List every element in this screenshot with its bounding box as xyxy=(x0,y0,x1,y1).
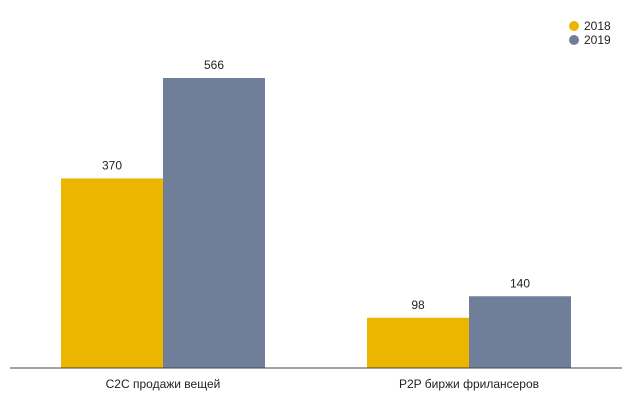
data-labels-layer: 370 566 98 140 xyxy=(102,58,530,312)
category-label-1: P2P биржи фрилансеров xyxy=(399,377,539,391)
legend-label-2018: 2018 xyxy=(584,19,611,33)
category-label-0: C2C продажи вещей xyxy=(106,377,221,391)
legend-swatch-2018 xyxy=(569,21,579,31)
bar-2018-1 xyxy=(367,317,469,368)
bar-2018-0 xyxy=(61,178,163,368)
data-label-2019-1: 140 xyxy=(510,276,530,290)
bar-2019-0 xyxy=(163,77,265,368)
bar-2019-1 xyxy=(469,296,571,368)
data-label-2018-1: 98 xyxy=(411,298,425,312)
legend-swatch-2019 xyxy=(569,35,579,45)
legend-label-2019: 2019 xyxy=(584,33,611,47)
category-labels-layer: C2C продажи вещей P2P биржи фрилансеров xyxy=(106,377,539,391)
data-label-2018-0: 370 xyxy=(102,158,122,172)
data-label-2019-0: 566 xyxy=(204,58,224,72)
bars-layer xyxy=(61,77,571,368)
